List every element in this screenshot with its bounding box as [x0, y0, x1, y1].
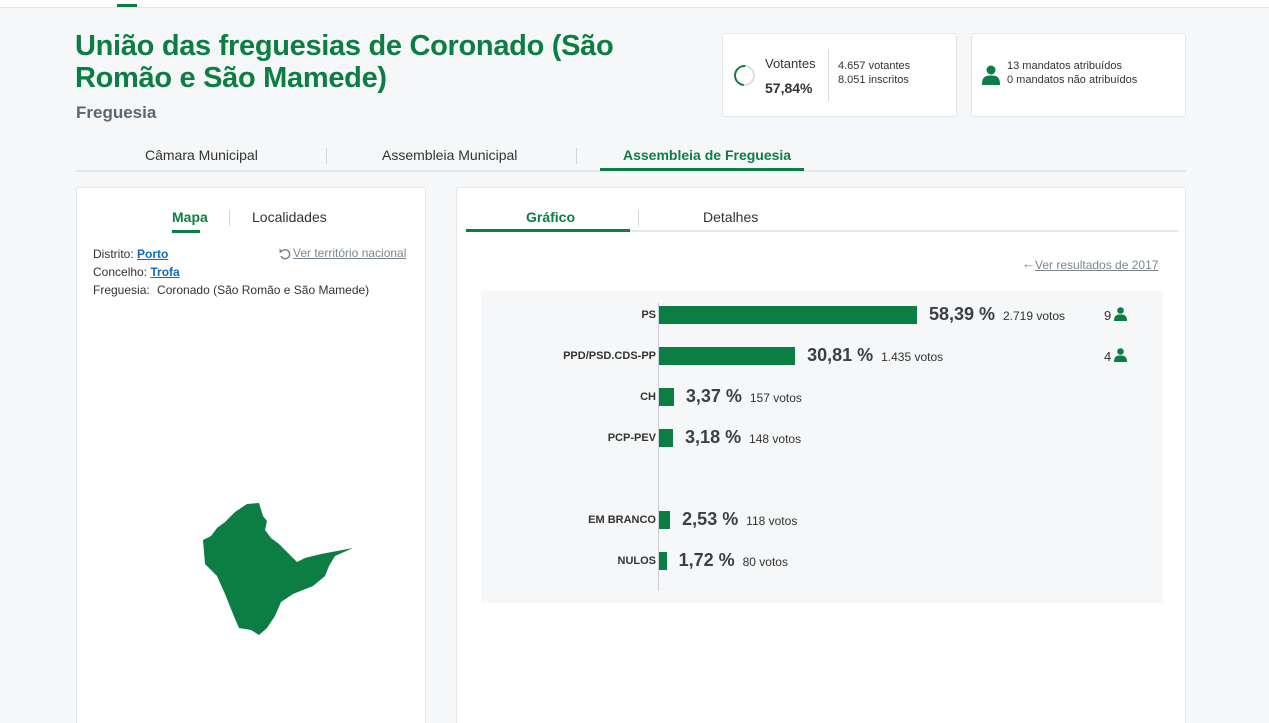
category-label: PCP-PEV: [607, 432, 656, 444]
votes-label: 80 votos: [742, 555, 788, 569]
mapa-tab-indicator: [172, 230, 200, 233]
votes-label: 157 votos: [749, 391, 802, 405]
result-bar[interactable]: [659, 347, 796, 365]
category-label: PPD/PSD.CDS-PP: [563, 350, 656, 362]
freguesia-label: Freguesia:: [93, 283, 150, 297]
undo-icon: [279, 248, 291, 260]
ver-resultados-label[interactable]: Ver resultados de 2017: [1035, 258, 1159, 272]
seats-count: 9: [1104, 307, 1128, 323]
result-bar[interactable]: [659, 306, 917, 324]
tab-assembleia-freguesia[interactable]: Assembleia de Freguesia: [623, 147, 792, 163]
result-bar[interactable]: [659, 388, 674, 406]
tab-separator: [326, 148, 327, 164]
parish-map-shape[interactable]: [197, 494, 357, 639]
percentage-label: 58,39 %: [929, 304, 996, 324]
freguesia-value: Coronado (São Romão e São Mamede): [157, 283, 370, 297]
ver-territorio-label[interactable]: Ver território nacional: [293, 246, 407, 260]
tab-camara-municipal[interactable]: Câmara Municipal: [145, 147, 258, 163]
mandatos-atribuidos: 13 mandatos atribuídos: [1007, 60, 1122, 72]
concelho-row: Concelho: Trofa: [93, 265, 180, 279]
category-label: NULOS: [617, 555, 657, 567]
tab-localidades[interactable]: Localidades: [252, 209, 327, 225]
person-icon: [982, 65, 1000, 85]
seats-count: 4: [1104, 348, 1128, 364]
tab-separator: [229, 210, 230, 226]
chart-axis-line: [658, 303, 659, 591]
result-bar[interactable]: [659, 429, 674, 447]
votes-label: 148 votos: [749, 432, 802, 446]
distrito-label: Distrito:: [93, 247, 134, 261]
arrow-left-icon: ←: [1022, 256, 1035, 271]
votes-label: 2.719 votos: [1003, 309, 1066, 323]
tab-detalhes[interactable]: Detalhes: [703, 209, 759, 225]
card-divider: [828, 49, 829, 101]
votantes-label: Votantes: [765, 56, 816, 71]
tab-mapa[interactable]: Mapa: [172, 209, 208, 225]
percentage-label: 30,81 %: [807, 345, 874, 365]
tab-separator: [576, 148, 577, 164]
votantes-count: 4.657 votantes: [838, 60, 911, 72]
results-chart: PS 58,39 % 2.719 votos 9 PPD/PSD.CDS-PP 30,81…: [481, 291, 1163, 603]
result-bar[interactable]: [659, 511, 671, 529]
votantes-card: Votantes 57,84% 4.657 votantes 8.051 ins…: [722, 33, 957, 117]
results-panel: Gráfico Detalhes ← Ver resultados de 201…: [456, 187, 1186, 723]
seats-number: 9: [1104, 308, 1112, 323]
percentage-label: 2,53 %: [682, 509, 739, 529]
percentage-label: 3,37 %: [685, 386, 742, 406]
map-panel: Mapa Localidades Distrito: Porto Concelh…: [76, 187, 426, 723]
distrito-row: Distrito: Porto: [93, 247, 168, 261]
category-label: PS: [641, 309, 656, 321]
mandatos-card: 13 mandatos atribuídos 0 mandatos não at…: [971, 33, 1186, 117]
result-bar[interactable]: [659, 552, 667, 570]
mandatos-nao-atribuidos: 0 mandatos não atribuídos: [1007, 74, 1138, 86]
category-label: EM BRANCO: [588, 514, 656, 526]
freguesia-row: Freguesia: Coronado (São Romão e São Mam…: [93, 283, 369, 297]
category-label: CH: [640, 391, 656, 403]
votes-label: 118 votos: [746, 514, 798, 528]
person-icon: [1111, 307, 1128, 323]
distrito-link[interactable]: Porto: [137, 247, 169, 261]
votantes-percentage: 57,84%: [765, 80, 813, 96]
page-title: União das freguesias de Coronado (São Ro…: [75, 30, 614, 94]
person-icon: [1111, 348, 1128, 364]
grafico-tab-indicator: [466, 229, 630, 232]
election-tabs: Câmara Municipal Assembleia Municipal As…: [76, 140, 1186, 172]
tab-separator: [638, 210, 639, 226]
concelho-label: Concelho:: [93, 265, 148, 279]
top-bar: [0, 0, 1269, 8]
participation-ring-icon: [729, 60, 760, 91]
percentage-label: 3,18 %: [685, 427, 742, 447]
page-subtitle: Freguesia: [76, 103, 157, 122]
top-bar-accent: [117, 4, 137, 7]
percentage-label: 1,72 %: [678, 550, 735, 570]
votes-label: 1.435 votos: [881, 350, 944, 364]
tab-grafico[interactable]: Gráfico: [526, 209, 576, 225]
active-tab-indicator: [600, 168, 804, 171]
subtabs-baseline: [466, 230, 1178, 232]
inscritos-count: 8.051 inscritos: [838, 74, 909, 86]
tab-assembleia-municipal[interactable]: Assembleia Municipal: [382, 147, 518, 163]
seats-number: 4: [1104, 349, 1112, 364]
concelho-link[interactable]: Trofa: [150, 265, 180, 279]
